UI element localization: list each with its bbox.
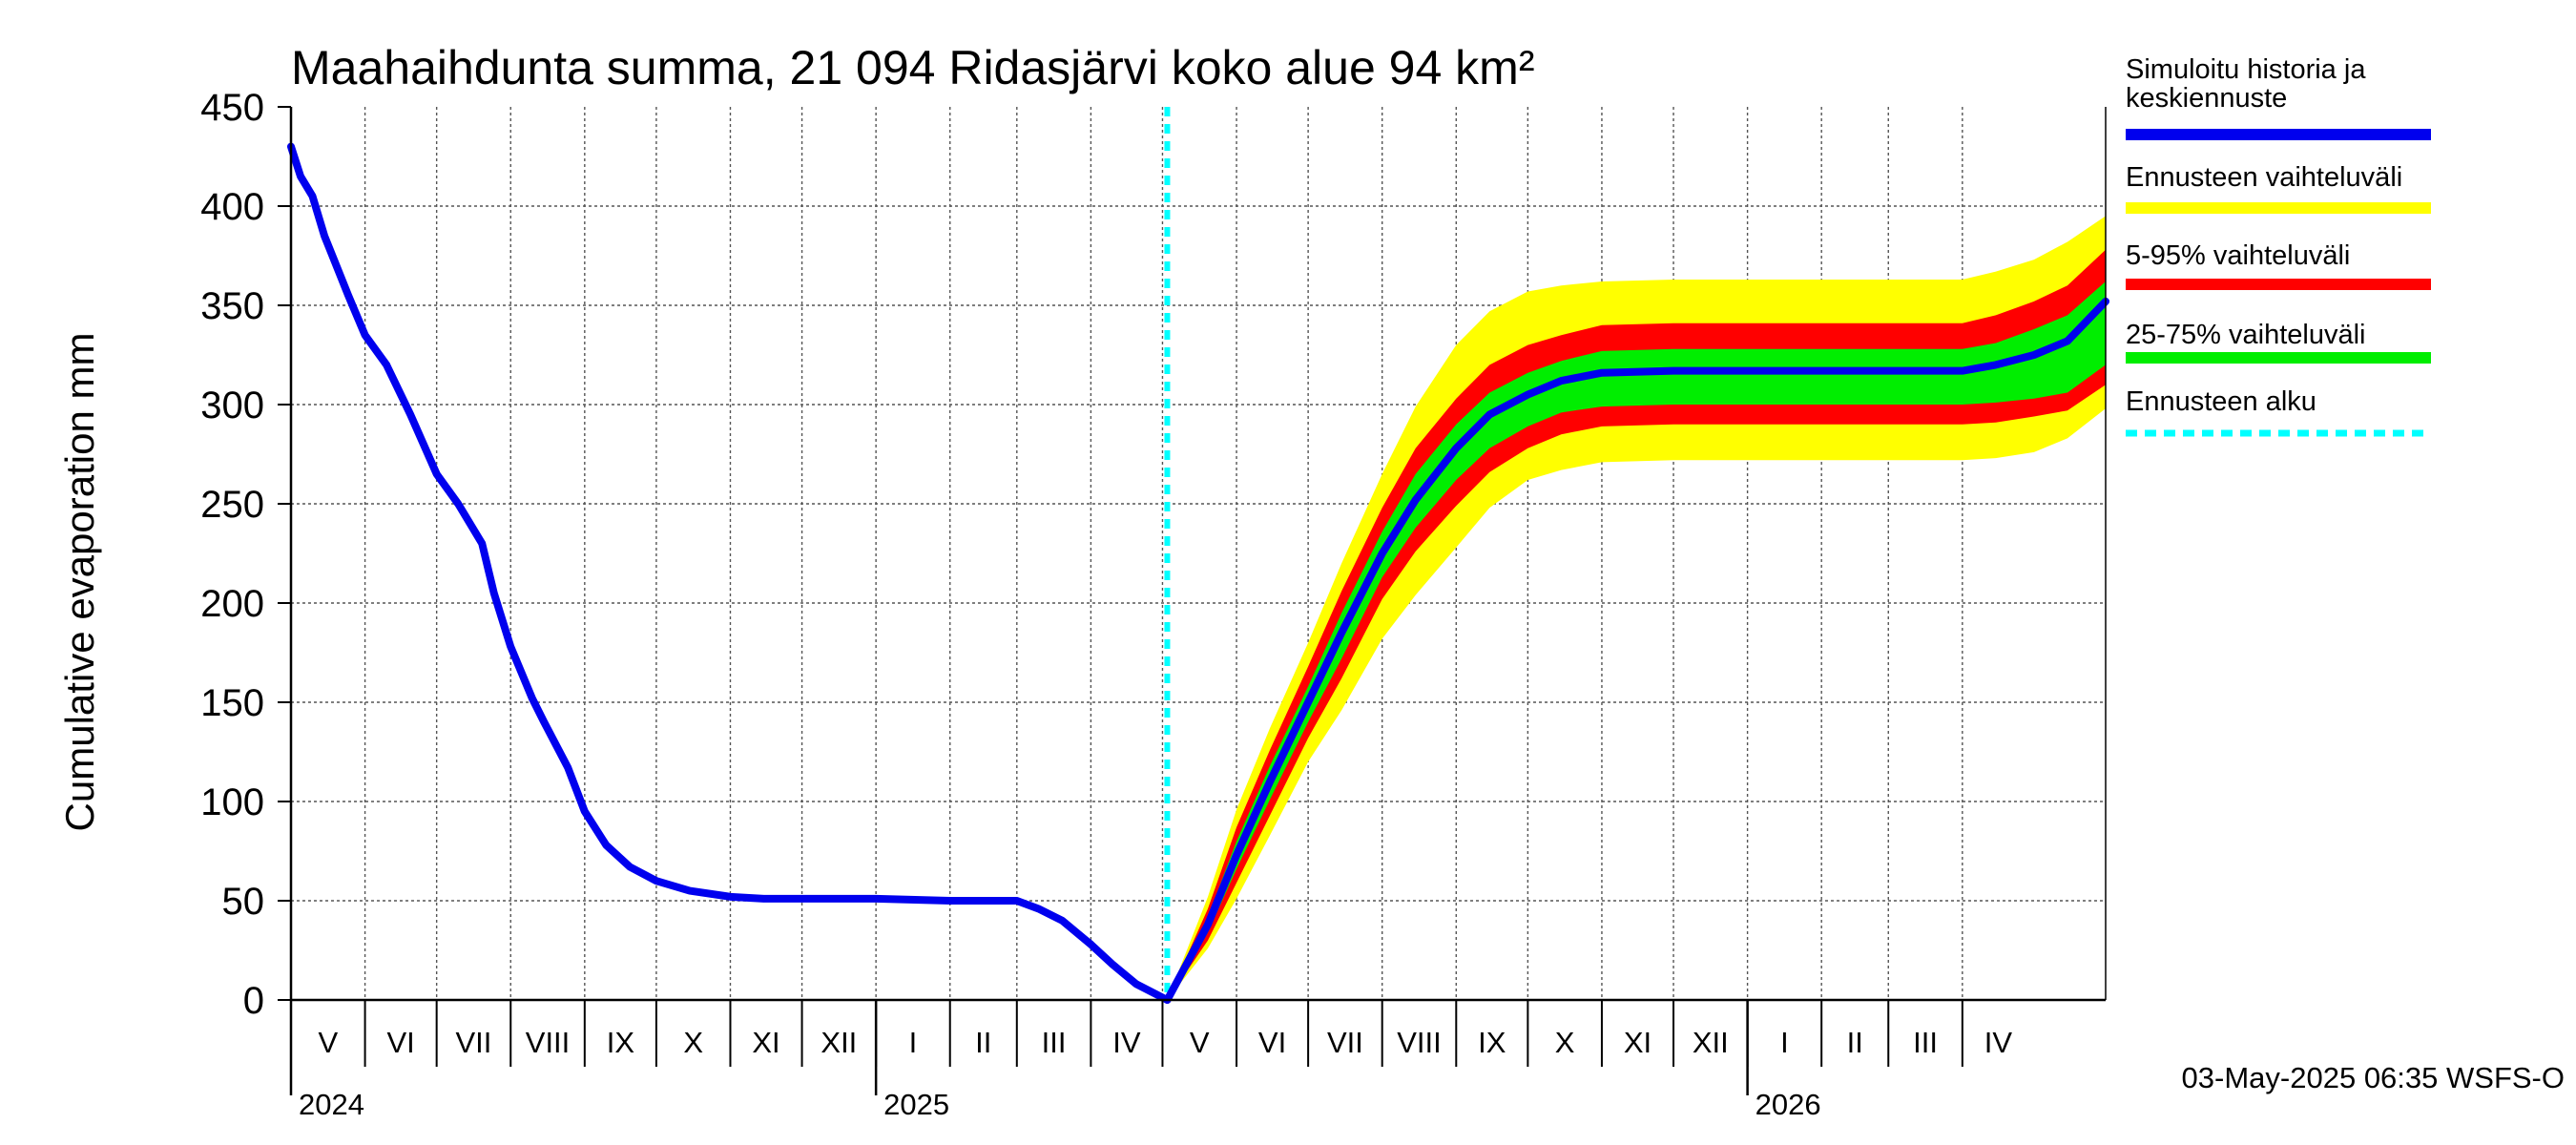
month-label: III xyxy=(1913,1026,1938,1059)
y-tick-label: 250 xyxy=(200,484,264,526)
month-label: VIII xyxy=(1397,1026,1442,1059)
month-label: X xyxy=(683,1026,703,1059)
y-tick-label: 0 xyxy=(243,980,264,1022)
y-tick-label: 200 xyxy=(200,583,264,625)
month-label: I xyxy=(909,1026,918,1059)
month-label: VII xyxy=(1327,1026,1363,1059)
legend-label: Ennusteen alku xyxy=(2126,386,2316,417)
month-label: II xyxy=(1847,1026,1863,1059)
chart-title: Maahaihdunta summa, 21 094 Ridasjärvi ko… xyxy=(291,41,1534,94)
month-label: V xyxy=(1190,1026,1210,1059)
y-tick-label: 350 xyxy=(200,285,264,327)
forecast-mean-line xyxy=(1163,297,2109,1004)
month-label: IX xyxy=(1478,1026,1506,1059)
month-label: VI xyxy=(386,1026,414,1059)
month-label: V xyxy=(318,1026,338,1059)
year-label: 2025 xyxy=(883,1088,949,1121)
month-label: IX xyxy=(607,1026,635,1059)
legend-label: Simuloitu historia ja xyxy=(2126,54,2366,85)
y-tick-label: 150 xyxy=(200,682,264,724)
y-tick-label: 400 xyxy=(200,186,264,228)
month-label: XI xyxy=(752,1026,779,1059)
legend-label: 25-75% vaihteluväli xyxy=(2126,320,2365,350)
month-label: II xyxy=(975,1026,991,1059)
month-label: IV xyxy=(1112,1026,1141,1059)
month-label: VII xyxy=(455,1026,491,1059)
forecast-bands xyxy=(1167,216,2106,1000)
year-label: 2026 xyxy=(1755,1088,1821,1121)
legend-label: 5-95% vaihteluväli xyxy=(2126,240,2350,271)
y-tick-label: 50 xyxy=(222,881,265,923)
month-label: VIII xyxy=(526,1026,571,1059)
year-label: 2024 xyxy=(299,1088,364,1121)
footer-timestamp: 03-May-2025 06:35 WSFS-O xyxy=(2182,1061,2565,1094)
y-tick-label: 300 xyxy=(200,385,264,427)
series-lines xyxy=(287,107,2109,1004)
legend-label: keskiennuste xyxy=(2126,83,2287,114)
y-tick-label: 100 xyxy=(200,781,264,823)
month-label: IV xyxy=(1984,1026,2013,1059)
month-label: VI xyxy=(1258,1026,1286,1059)
y-tick-label: 450 xyxy=(200,87,264,129)
month-label: X xyxy=(1555,1026,1575,1059)
y-axis-label: Cumulative evaporation mm xyxy=(57,333,102,832)
month-label: XII xyxy=(821,1026,857,1059)
month-label: III xyxy=(1042,1026,1067,1059)
band-25-75 xyxy=(1167,281,2106,1000)
month-label: XI xyxy=(1624,1026,1652,1059)
month-label: XII xyxy=(1693,1026,1729,1059)
history-line xyxy=(287,142,1172,1004)
month-label: I xyxy=(1780,1026,1789,1059)
legend-label: Ennusteen vaihteluväli xyxy=(2126,162,2402,193)
